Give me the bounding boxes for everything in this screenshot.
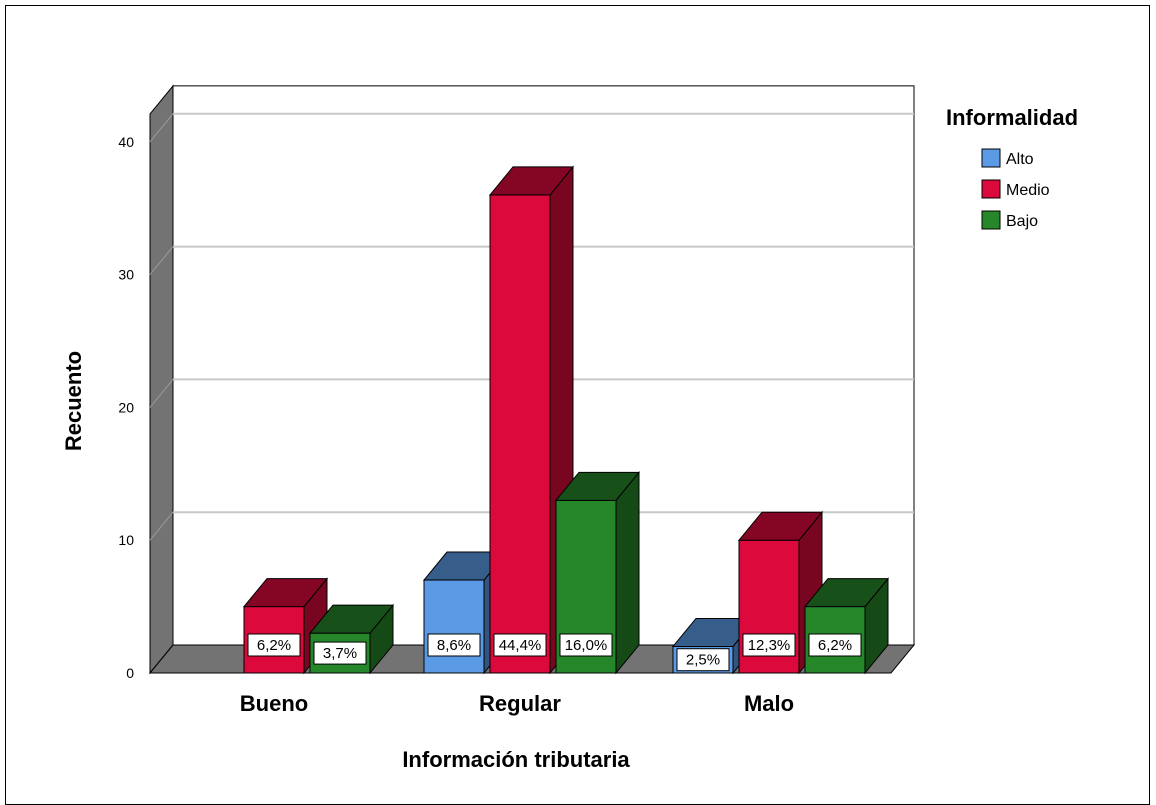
legend-title: Informalidad (946, 105, 1078, 130)
data-label-box (493, 633, 547, 657)
bar-regular-bajo: 16,0% (554, 470, 641, 675)
bar-top (488, 166, 575, 196)
chart-frame: 0 10 20 30 40 6,2% 3,7% 8,6% 44,4% 16,0% 2,5% 12,3… (5, 5, 1150, 805)
bars: 6,2% 3,7% 8,6% 44,4% 16,0% 2,5% 12,3% 6,2% (242, 165, 890, 675)
x-tick-label: Regular (479, 691, 561, 716)
y-tick-label: 10 (118, 532, 134, 548)
gridline-side (149, 246, 174, 275)
bar-chart: 0 10 20 30 40 6,2% 3,7% 8,6% 44,4% 16,0% 2,5% 12,3… (61, 84, 1078, 772)
x-tick-label: Malo (744, 691, 794, 716)
data-label: 6,2% (818, 637, 852, 654)
data-label-box (676, 648, 730, 672)
data-label: 8,6% (437, 637, 471, 654)
bar-bueno-bajo: 3,7% (308, 603, 395, 675)
y-tick-label: 40 (118, 134, 134, 150)
x-tick-label: Bueno (240, 691, 308, 716)
y-tick-labels: 0 10 20 30 40 (118, 134, 134, 681)
bar-top (308, 604, 395, 634)
data-label: 12,3% (748, 637, 791, 654)
data-label-box (313, 641, 367, 665)
bar-top (803, 578, 890, 608)
legend-swatch-medio (981, 179, 1001, 199)
legend-swatch-bajo (981, 210, 1001, 230)
bar-top (242, 578, 329, 608)
data-label-box (742, 633, 796, 657)
data-label-box (559, 633, 613, 657)
legend-swatch-alto (981, 148, 1001, 168)
data-label: 16,0% (565, 637, 608, 654)
bar-malo-bajo: 6,2% (803, 577, 890, 675)
y-axis-title: Recuento (61, 351, 86, 451)
data-label-box (808, 633, 862, 657)
bar-side (615, 470, 640, 675)
legend-label-medio: Medio (1006, 182, 1050, 199)
gridline-side (149, 379, 174, 408)
bar-front (423, 579, 485, 674)
data-label: 3,7% (323, 645, 357, 662)
data-label: 2,5% (686, 652, 720, 669)
x-axis-title: Información tributaria (402, 747, 630, 772)
side-wall (149, 84, 174, 675)
x-tick-labels: Bueno Regular Malo (240, 691, 794, 716)
y-tick-label: 0 (126, 665, 134, 681)
bar-top (554, 471, 641, 501)
data-label: 6,2% (257, 637, 291, 654)
legend-label-bajo: Bajo (1006, 213, 1038, 230)
y-tick-label: 30 (118, 267, 134, 283)
gridline-side (149, 511, 174, 541)
data-label-box (247, 633, 301, 657)
bar-front (489, 194, 551, 674)
y-tick-label: 20 (118, 399, 134, 415)
legend: Informalidad Alto Medio Bajo (946, 105, 1078, 230)
legend-label-alto: Alto (1006, 151, 1034, 168)
bar-top (737, 511, 824, 541)
gridline-side (149, 113, 174, 143)
data-label-box (427, 633, 481, 657)
data-label: 44,4% (499, 637, 542, 654)
